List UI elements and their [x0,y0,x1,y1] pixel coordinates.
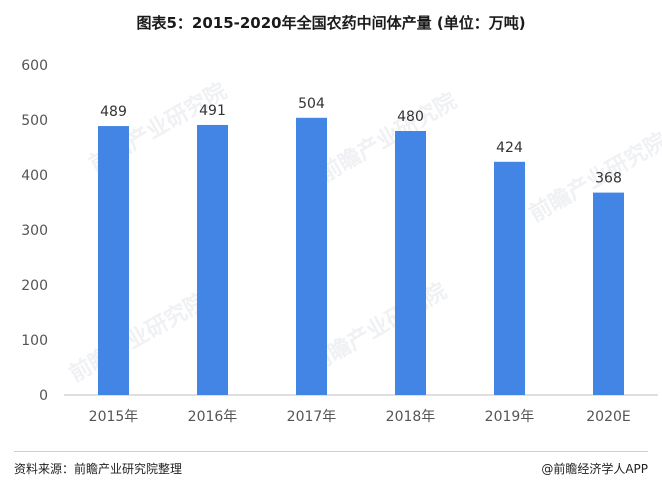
data-label: 489 [100,104,127,120]
x-tick-label: 2015年 [89,409,139,425]
data-label: 368 [595,171,622,187]
y-tick-label: 500 [21,113,48,129]
bar [296,117,327,396]
bar [98,126,129,396]
brand-credit: @前瞻经济学人APP [541,462,648,476]
data-label: 480 [397,109,424,125]
data-label: 504 [298,96,325,112]
bar [395,131,426,395]
bar [197,124,228,395]
bar [593,192,624,395]
chart-title: 图表5：2015-2020年全国农药中间体产量 (单位：万吨) [136,14,526,32]
source-note: 资料来源：前瞻产业研究院整理 [14,462,183,476]
x-tick-label: 2016年 [188,409,238,425]
x-tick-label: 2020E [586,409,630,425]
y-tick-label: 600 [21,58,48,74]
data-label: 424 [496,140,523,156]
y-tick-label: 0 [39,388,48,404]
x-tick-label: 2018年 [386,409,436,425]
y-tick-label: 300 [21,223,48,239]
bar [494,161,525,395]
footer-divider [14,451,648,452]
data-label: 491 [199,103,226,119]
y-tick-label: 400 [21,168,48,184]
x-tick-label: 2019年 [485,409,535,425]
y-tick-label: 200 [21,278,48,294]
x-tick-label: 2017年 [287,409,337,425]
y-tick-label: 100 [21,333,48,349]
